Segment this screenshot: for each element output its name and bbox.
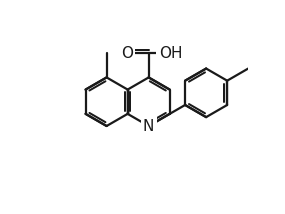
- Text: N: N: [143, 119, 154, 134]
- Text: O: O: [121, 46, 133, 61]
- Text: OH: OH: [159, 46, 182, 61]
